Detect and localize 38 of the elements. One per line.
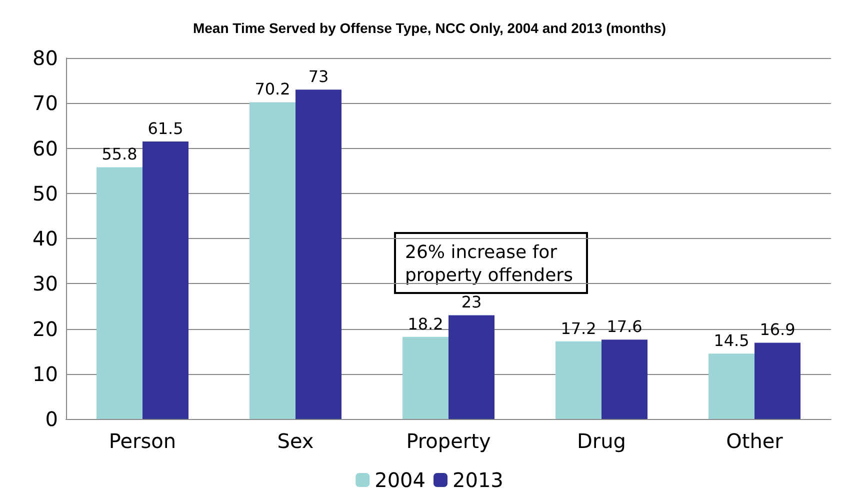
chart-title: Mean Time Served by Offense Type, NCC Only, 2004 and 2013 (months): [192, 20, 666, 36]
y-tick-label: 30: [32, 272, 58, 296]
y-tick-label: 10: [32, 362, 58, 386]
x-tick-label: Person: [108, 429, 176, 453]
y-tick-label: 50: [32, 181, 58, 206]
bar: [402, 336, 448, 419]
data-label: 16.9: [760, 320, 796, 340]
data-label: 73: [308, 67, 329, 86]
y-tick-label: 0: [45, 407, 58, 431]
bar: [296, 90, 342, 419]
data-label: 61.5: [148, 118, 184, 138]
x-tick-label: Other: [726, 429, 784, 453]
bar: [556, 341, 602, 419]
data-label: 55.8: [102, 144, 138, 164]
y-tick-label: 20: [32, 316, 58, 341]
bar: [448, 315, 494, 419]
bar: [754, 342, 800, 419]
y-tick-label: 60: [32, 136, 58, 160]
y-tick-label: 70: [32, 91, 58, 116]
bar: [602, 340, 648, 419]
y-tick-label: 80: [32, 46, 58, 70]
data-label: 70.2: [254, 80, 290, 99]
data-label: 23: [461, 292, 482, 312]
data-label: 14.5: [714, 331, 750, 350]
x-tick-label: Sex: [277, 429, 314, 453]
x-tick-label: Drug: [577, 429, 626, 453]
x-tick-label: Property: [406, 429, 491, 453]
bar: [708, 354, 754, 419]
data-label: 17.2: [560, 318, 596, 338]
data-label: 17.6: [606, 317, 642, 336]
legend-label: 2013: [452, 468, 504, 492]
bar: [96, 167, 142, 419]
annotation: 26% increase for property offenders: [405, 242, 573, 286]
bar: [250, 102, 296, 419]
data-label: 18.2: [408, 314, 444, 334]
bar: [142, 141, 188, 419]
y-tick-label: 40: [32, 226, 58, 250]
legend-label: 2004: [374, 468, 426, 492]
